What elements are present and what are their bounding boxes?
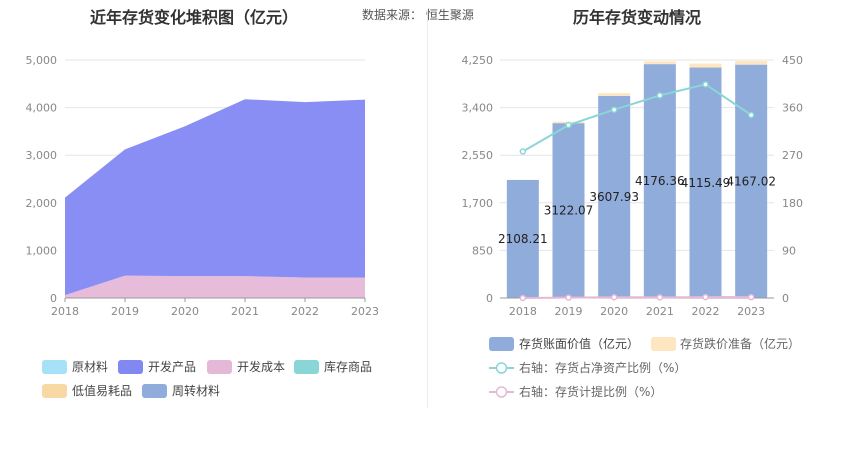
right-x-tick-label: 2023	[737, 305, 765, 318]
right-x-tick-label: 2018	[509, 305, 537, 318]
left-legend-label: 开发产品	[148, 359, 196, 374]
line-point	[702, 293, 709, 301]
right-legend-swatch-impairment	[651, 337, 676, 351]
right-y-tick-label: 850	[472, 244, 493, 257]
line-point	[656, 294, 664, 301]
left-x-tick-label: 2021	[231, 305, 259, 318]
bar-impairment	[735, 61, 768, 65]
bar-book-value	[735, 64, 768, 298]
left-y-tick-label: 0	[50, 292, 57, 305]
left-legend-label: 开发成本	[237, 359, 285, 374]
left-x-tick-label: 2023	[351, 305, 379, 318]
right-legend-line-label: 右轴：存货占净资产比例（%）	[519, 360, 686, 375]
line-point	[610, 106, 618, 113]
left-legend-swatch	[142, 384, 167, 398]
panel-divider	[427, 10, 428, 408]
bar-book-value	[552, 123, 585, 298]
line-point	[519, 148, 527, 155]
left-legend-swatch	[42, 360, 67, 374]
left-x-tick-label: 2020	[171, 305, 199, 318]
right-y-tick-label: 1,700	[462, 197, 494, 210]
left-legend-label: 周转材料	[172, 383, 220, 398]
right-x-tick-label: 2021	[646, 305, 674, 318]
left-y-tick-label: 4,000	[26, 102, 58, 115]
bar-book-value	[689, 67, 722, 298]
right-legend-label-book-value: 存货账面价值（亿元）	[519, 336, 639, 351]
line-point	[702, 81, 709, 88]
line-series-1	[522, 296, 752, 299]
right-x-tick-label: 2022	[692, 305, 720, 318]
left-legend-label: 低值易耗品	[72, 383, 132, 398]
bar-book-value	[506, 179, 539, 298]
bar-impairment	[689, 63, 722, 68]
right-y2-tick-label: 450	[782, 54, 803, 67]
right-y2-tick-label: 90	[782, 244, 796, 257]
right-legend-line-marker	[495, 386, 508, 398]
right-y-tick-label: 3,400	[462, 102, 494, 115]
left-y-tick-label: 3,000	[26, 149, 58, 162]
right-legend-label-impairment: 存货跌价准备（亿元）	[680, 336, 800, 351]
line-series-0	[522, 83, 752, 153]
right-y-tick-label: 0	[486, 292, 493, 305]
bar-value-label: 4167.02	[726, 174, 776, 188]
area-series-开发成本	[65, 275, 365, 298]
line-point	[747, 293, 755, 301]
left-legend-label: 原材料	[72, 360, 108, 374]
right-y-tick-label: 2,550	[462, 149, 494, 162]
left-legend-swatch	[42, 384, 67, 398]
line-point	[747, 111, 755, 119]
line-point	[565, 294, 572, 301]
left-chart-title: 近年存货变化堆积图（亿元）	[90, 8, 299, 27]
right-y2-tick-label: 270	[782, 149, 803, 162]
right-y-tick-label: 4,250	[462, 54, 494, 67]
area-series-开发产品	[65, 99, 365, 296]
left-y-tick-label: 1,000	[26, 244, 58, 257]
right-legend-line-marker	[495, 362, 508, 374]
left-legend-swatch	[207, 360, 232, 374]
line-point	[656, 92, 664, 99]
right-y2-tick-label: 0	[782, 292, 789, 305]
left-x-tick-label: 2022	[291, 305, 319, 318]
right-y2-tick-label: 360	[782, 102, 803, 115]
left-legend-swatch	[118, 360, 143, 374]
line-point	[610, 294, 618, 301]
bar-value-label: 3607.93	[589, 190, 639, 204]
right-legend-swatch-book-value	[489, 337, 514, 351]
bar-book-value	[598, 95, 631, 298]
left-legend-swatch	[294, 360, 319, 374]
right-legend-line-label: 右轴：存货计提比例（%）	[519, 384, 662, 399]
right-y2-tick-label: 180	[782, 197, 803, 210]
left-x-tick-label: 2019	[111, 305, 139, 318]
line-point	[519, 294, 527, 302]
bar-value-label: 4176.36	[635, 174, 685, 188]
bar-value-label: 4115.49	[681, 176, 731, 190]
bar-book-value	[643, 64, 676, 298]
bar-value-label: 2108.21	[498, 232, 548, 246]
left-legend-label: 库存商品	[324, 359, 372, 374]
left-y-tick-label: 5,000	[26, 54, 58, 67]
bar-impairment	[598, 93, 631, 96]
left-y-tick-label: 2,000	[26, 197, 58, 210]
bar-value-label: 3122.07	[544, 204, 594, 218]
bar-impairment	[643, 61, 676, 65]
line-point	[565, 121, 572, 129]
right-x-tick-label: 2020	[600, 305, 628, 318]
right-chart-title: 历年存货变动情况	[573, 8, 702, 27]
data-source: 数据来源： 恒生聚源	[362, 8, 474, 22]
right-x-tick-label: 2019	[555, 305, 583, 318]
left-x-tick-label: 2018	[51, 305, 79, 318]
